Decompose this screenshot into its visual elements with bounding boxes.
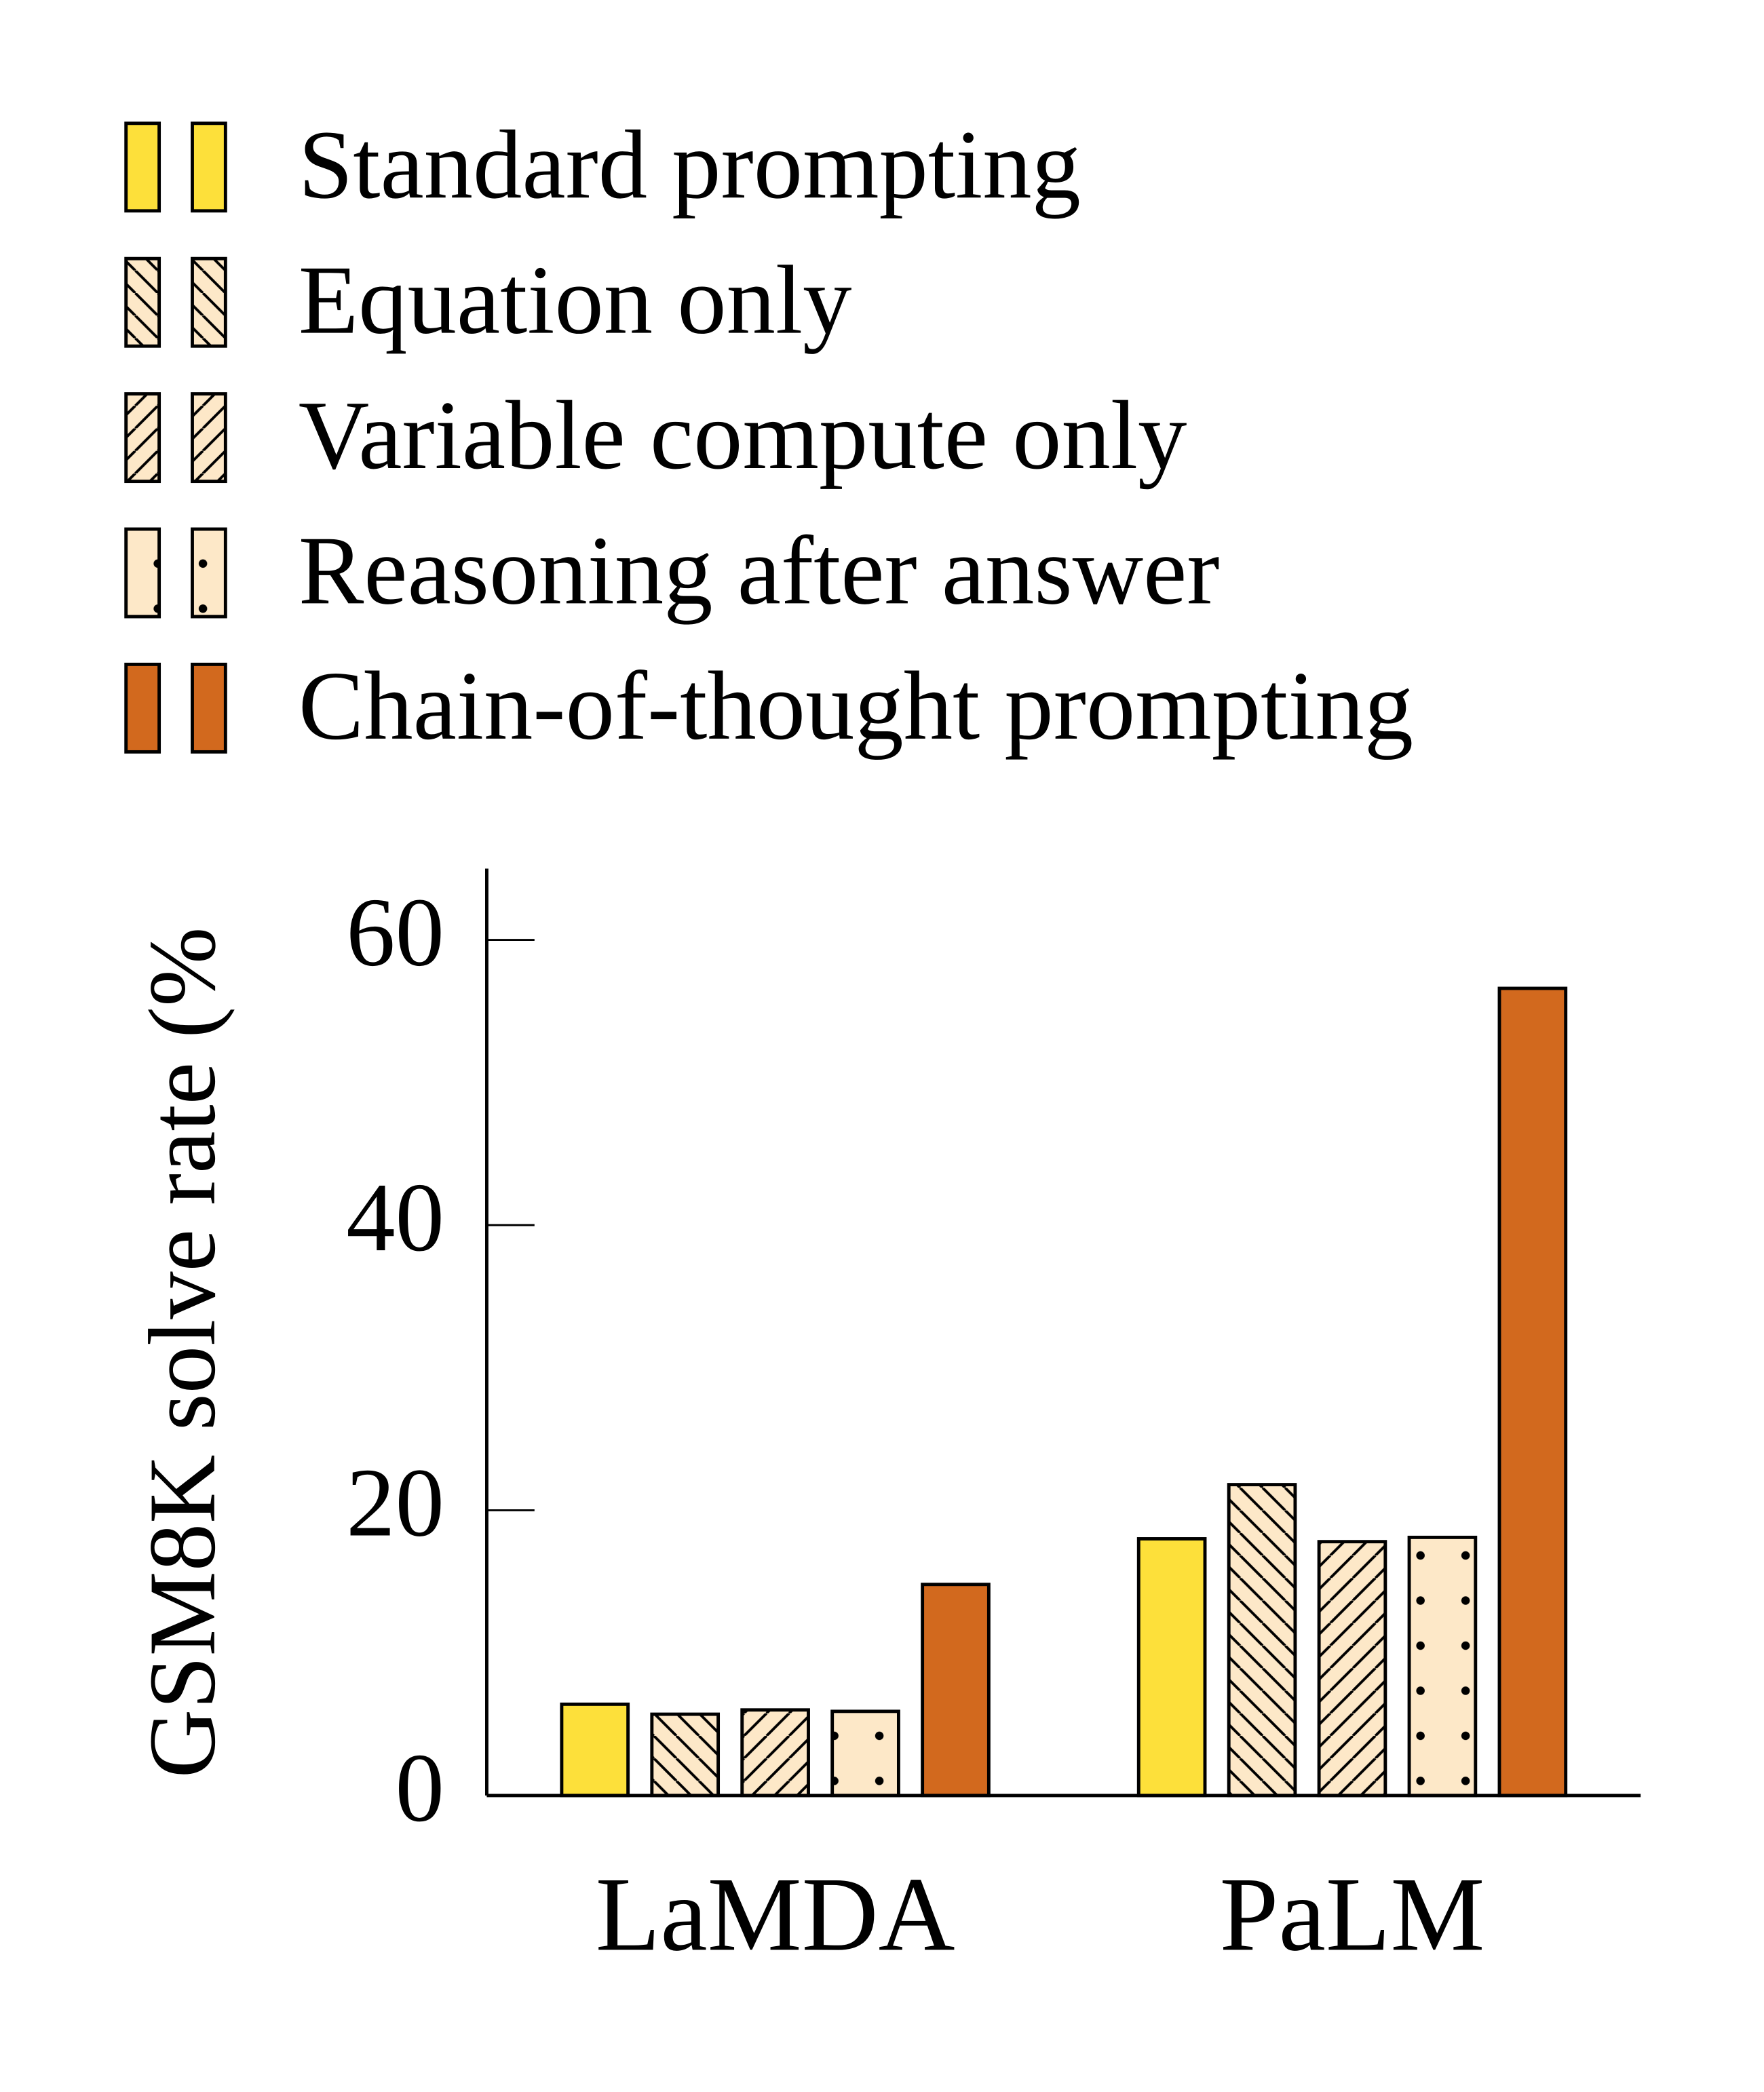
legend-label: Equation only [299,246,852,355]
bar [740,1708,810,1798]
y-tick-label: 40 [346,1163,444,1272]
y-tick-label: 20 [346,1449,444,1557]
bar [1497,986,1568,1798]
y-axis-label: GSM8K solve rate (% [130,927,235,1779]
legend-swatch [191,121,227,213]
bar [560,1702,630,1798]
y-tick-label: 0 [396,1734,444,1842]
bar [921,1583,991,1798]
bar [1407,1535,1478,1798]
y-tick-label: 60 [346,878,444,987]
legend-swatch [191,527,227,619]
legend-swatch [124,662,161,754]
legend-label: Variable compute only [299,381,1187,490]
bar [1227,1483,1297,1798]
bar [1317,1540,1387,1798]
bar [830,1709,900,1798]
legend-swatch [124,256,161,348]
x-tick-label: PaLM [1220,1855,1485,1973]
bar [650,1712,721,1798]
legend-label: Reasoning after answer [299,516,1220,625]
bar [1136,1537,1207,1798]
legend-swatch [191,662,227,754]
legend-swatch [124,121,161,213]
legend-swatch [191,256,227,348]
legend-label: Chain-of-thought prompting [299,652,1413,760]
x-tick-label: LaMDA [596,1855,955,1973]
legend-swatch [191,392,227,484]
legend-label: Standard prompting [299,111,1081,219]
legend-swatch [124,527,161,619]
legend-swatch [124,392,161,484]
